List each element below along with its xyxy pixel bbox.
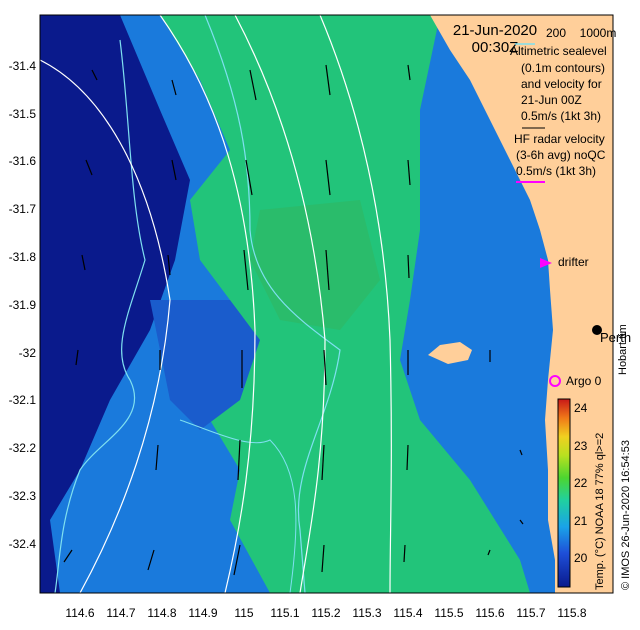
y-tick-label: -31.8 [9, 250, 37, 264]
sealevel-contour-2 [159, 15, 256, 593]
argo-label: Argo 0 [566, 374, 602, 388]
y-tick-label: -32.1 [9, 393, 37, 407]
drifter-marker [540, 258, 552, 268]
depth-label-200: 200 [546, 26, 566, 40]
argo-marker [549, 375, 561, 387]
y-tick-label: -31.7 [9, 202, 37, 216]
time-label: 00:30Z [472, 39, 519, 56]
x-tick-label: 114.9 [188, 606, 217, 620]
colorbar-tick: 20 [574, 551, 588, 565]
y-tick-label: -32.4 [9, 537, 37, 551]
x-tick-label: 114.8 [147, 606, 176, 620]
y-axis: -31.4 -31.5 -31.6 -31.7 -31.8 -31.9 -32 … [9, 59, 37, 551]
colorbar-tick: 22 [574, 476, 588, 490]
legend-line: and velocity for [521, 77, 602, 91]
legend-line: (0.1m contours) [521, 61, 605, 75]
colorbar [557, 398, 571, 588]
legend-line: (3-6h avg) noQC [516, 148, 606, 162]
velocity-arrows [63, 64, 524, 576]
y-tick-label: -31.9 [9, 298, 37, 312]
colorbar-tick: 24 [574, 401, 588, 415]
x-tick-label: 114.7 [106, 606, 135, 620]
x-tick-label: 115.5 [434, 606, 463, 620]
colorbar-caption: Temp. (°C) NOAA 18 77% ql>=2 [594, 433, 606, 590]
x-tick-label: 114.6 [65, 606, 94, 620]
legend: Altimetric sealevel (0.1m contours) and … [510, 44, 607, 183]
rottnest-island [428, 342, 472, 364]
y-tick-label: -31.6 [9, 154, 37, 168]
y-tick-label: -31.5 [9, 107, 37, 121]
side-caption: © IMOS 26-Jun-2020 16:54:53 [620, 440, 632, 590]
x-tick-label: 115.3 [352, 606, 381, 620]
sealevel-contour-3 [234, 15, 326, 593]
isobath-extra [179, 419, 297, 593]
legend-line: Altimetric sealevel [510, 44, 607, 58]
x-tick-label: 115.7 [516, 606, 545, 620]
x-tick-label: 115 [234, 606, 253, 620]
depth-label-1000: 1000m [580, 26, 617, 40]
sealevel-contour-1 [40, 59, 171, 593]
x-tick-label: 115.1 [270, 606, 299, 620]
warm-water-patch [250, 200, 380, 330]
x-tick-label: 115.4 [393, 606, 422, 620]
isobath-1000 [54, 39, 146, 593]
sealevel-contour-4 [319, 15, 392, 593]
date-label: 21-Jun-2020 [453, 22, 537, 39]
y-tick-label: -32.3 [9, 489, 37, 503]
perth-marker [592, 325, 602, 335]
y-tick-label: -31.4 [9, 59, 37, 73]
legend-line: 21-Jun 00Z [521, 93, 582, 107]
legend-line: HF radar velocity [514, 132, 605, 146]
cool-eddy [150, 300, 260, 430]
y-tick-label: -32.2 [9, 441, 37, 455]
y-tick-label: -32 [19, 346, 37, 360]
x-axis: 114.6 114.7 114.8 114.9 115 115.1 115.2 … [65, 606, 586, 620]
x-tick-label: 115.6 [475, 606, 504, 620]
colorbar-tick: 23 [574, 439, 588, 453]
colorbar-tick: 21 [574, 514, 588, 528]
drifter-label: drifter [558, 255, 589, 269]
x-tick-label: 115.2 [311, 606, 340, 620]
perth-label: Perth [600, 330, 631, 345]
map-frame [39, 14, 614, 594]
x-tick-label: 115.8 [557, 606, 586, 620]
colorbar-ticks: 24 23 22 21 20 [574, 401, 588, 565]
credit-label: Hobart tim [617, 324, 629, 375]
legend-line: 0.5m/s (1kt 3h) [516, 164, 596, 178]
isobath-200 [204, 15, 341, 593]
legend-line: 0.5m/s (1kt 3h) [521, 109, 601, 123]
